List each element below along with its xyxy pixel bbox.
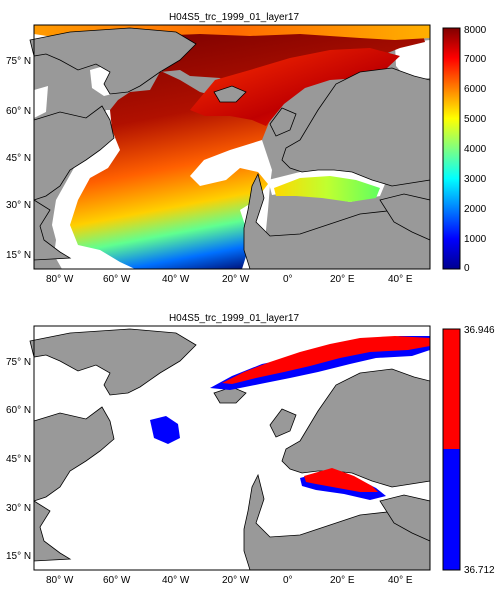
- top-nodata-ocean: [395, 40, 430, 80]
- bottom-lon-tick: 20° W: [222, 575, 250, 586]
- bottom-colorbar-max-label: 36.946: [464, 325, 495, 336]
- top-mediterranean: [274, 176, 380, 202]
- bottom-colorbar-frame: [442, 328, 461, 571]
- bottom-map-frame: [33, 325, 431, 571]
- bottom-arctic-red-band: [222, 336, 430, 384]
- top-lon-tick: 80° W: [46, 274, 74, 285]
- top-greenland: [29, 27, 197, 95]
- bottom-colorbar-red: [443, 329, 460, 449]
- bottom-lon-tick: 20° E: [330, 575, 355, 586]
- top-british-isles: [269, 107, 297, 137]
- bottom-greenland: [29, 328, 197, 396]
- bottom-north-america: [33, 406, 115, 502]
- top-europe: [281, 67, 431, 187]
- top-lat-tick: 60° N: [6, 106, 32, 117]
- bottom-british-isles: [269, 408, 297, 438]
- top-colorbar-tick: 2000: [464, 204, 487, 215]
- top-nodata-ocean: [34, 86, 48, 118]
- top-map-frame: [33, 24, 431, 270]
- top-colorbar-tick: 7000: [464, 54, 487, 65]
- top-colorbar-tick: 6000: [464, 84, 487, 95]
- top-nordic-seas: [190, 48, 400, 126]
- top-tracer-field: [34, 25, 425, 269]
- bottom-lon-tick: 40° W: [162, 575, 190, 586]
- bottom-europe: [281, 368, 431, 488]
- bottom-lon-tick: 40° E: [388, 575, 413, 586]
- top-lon-tick: 40° E: [388, 274, 413, 285]
- bottom-colorbar-blue: [443, 449, 460, 570]
- bottom-map: [29, 325, 431, 571]
- top-colorbar-tick: 0: [464, 263, 470, 274]
- top-colorbar-tick: 5000: [464, 114, 487, 125]
- top-map: [29, 24, 431, 270]
- top-lon-tick: 20° E: [330, 274, 355, 285]
- top-lat-tick: 30° N: [6, 200, 32, 211]
- bottom-labrador-blue-patch: [150, 416, 180, 444]
- top-colorbar-tick: 3000: [464, 174, 487, 185]
- top-central-america: [33, 199, 72, 261]
- bottom-med-red-band: [304, 468, 378, 492]
- top-lon-tick: 0°: [283, 274, 293, 285]
- top-iceland: [213, 85, 247, 103]
- top-colorbar-tick: 8000: [464, 25, 487, 36]
- bottom-lat-tick: 15° N: [6, 551, 32, 562]
- bottom-lon-tick: 0°: [283, 575, 293, 586]
- bottom-lat-tick: 30° N: [6, 503, 32, 514]
- bottom-map-title: H04S5_trc_1999_01_layer17: [168, 313, 300, 324]
- top-colorbar-tick: 1000: [464, 234, 487, 245]
- top-map-title: H04S5_trc_1999_01_layer17: [168, 12, 300, 23]
- top-lat-tick: 45° N: [6, 153, 32, 164]
- top-north-america: [33, 105, 115, 201]
- bottom-lat-tick: 75° N: [6, 357, 32, 368]
- top-lat-tick: 75° N: [6, 56, 32, 67]
- top-colorbar-tick: 4000: [464, 144, 487, 155]
- bottom-colorbar: [442, 328, 461, 571]
- bottom-lat-tick: 45° N: [6, 454, 32, 465]
- bottom-lat-tick: 60° N: [6, 405, 32, 416]
- bottom-lon-tick: 80° W: [46, 575, 74, 586]
- top-lat-tick: 15° N: [6, 250, 32, 261]
- bottom-colorbar-min-label: 36.712: [464, 565, 495, 576]
- top-lon-tick: 40° W: [162, 274, 190, 285]
- top-lon-tick: 20° W: [222, 274, 250, 285]
- top-colorbar: [442, 27, 461, 270]
- top-lon-tick: 60° W: [103, 274, 131, 285]
- bottom-central-america: [33, 500, 72, 562]
- top-colorbar-gradient: [442, 27, 461, 270]
- bottom-lon-tick: 60° W: [103, 575, 131, 586]
